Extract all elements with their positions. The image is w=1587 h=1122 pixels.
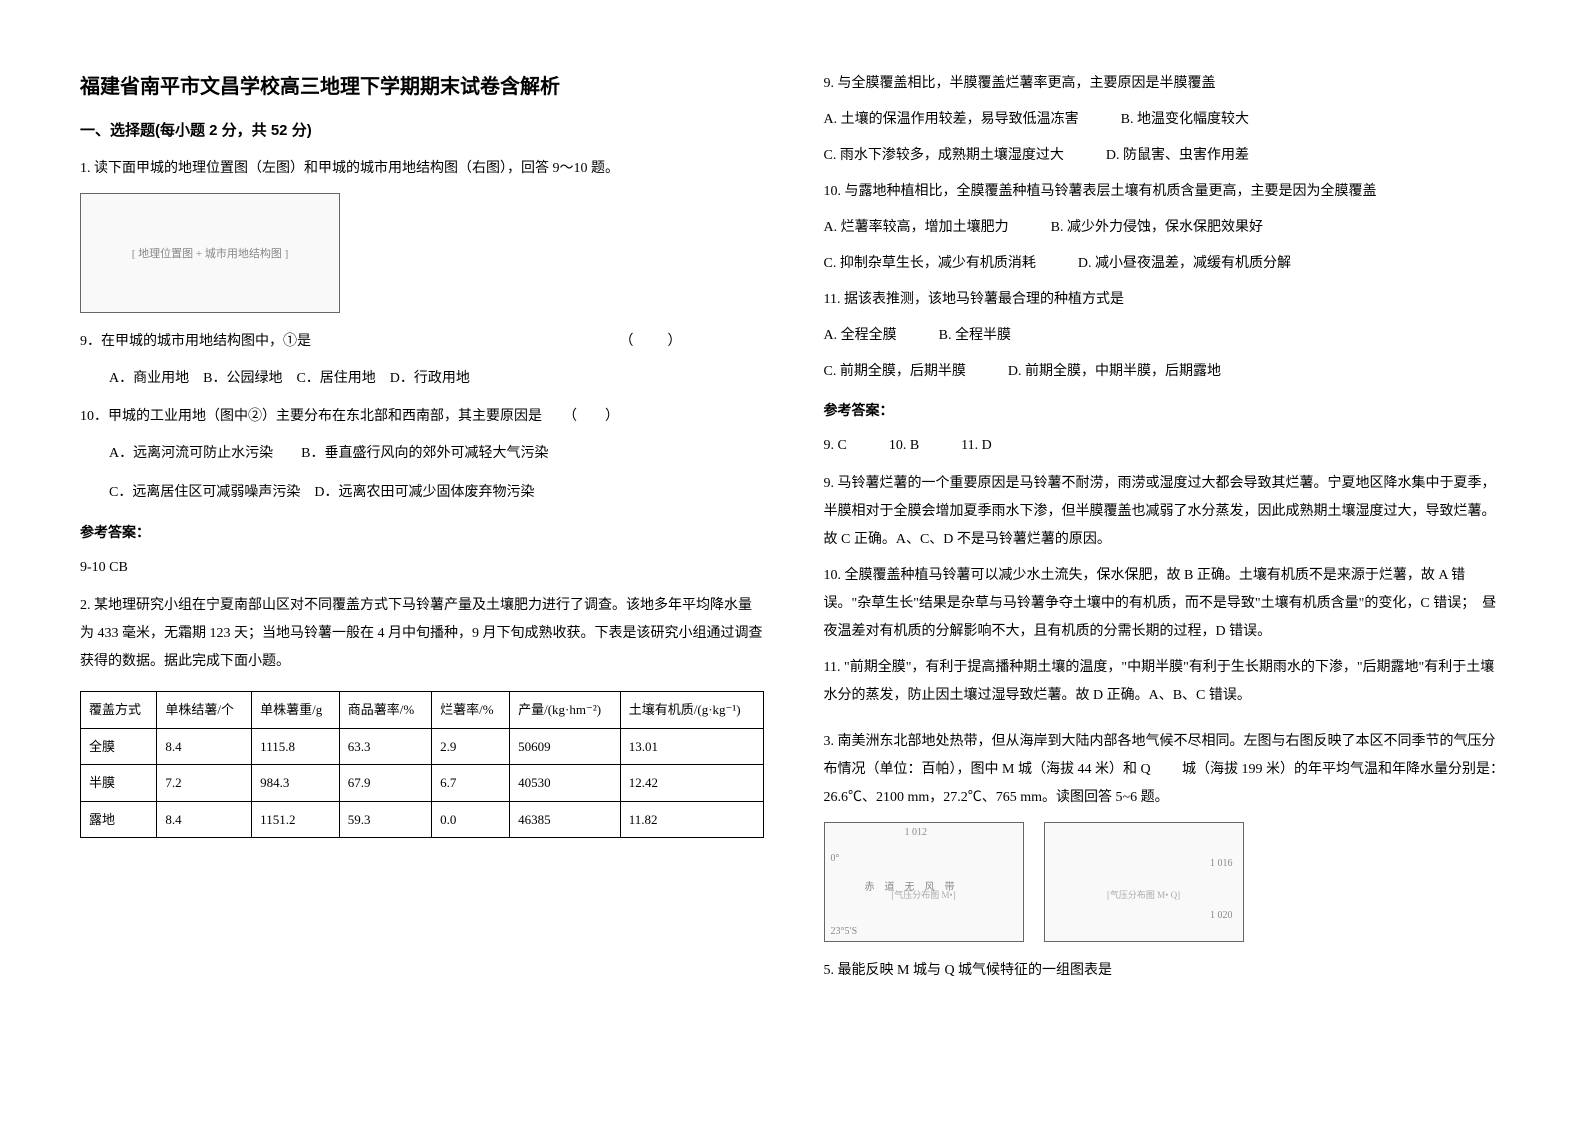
th-4: 烂薯率/% — [432, 692, 510, 728]
q5-text: 5. 最能反映 M 城与 Q 城气候特征的一组图表是 — [824, 957, 1508, 985]
th-0: 覆盖方式 — [81, 692, 157, 728]
r-q9-ab: A. 土壤的保温作用较差，易导致低温冻害 B. 地温变化幅度较大 — [824, 106, 1508, 134]
table-row: 全膜 8.4 1115.8 63.3 2.9 50609 13.01 — [81, 728, 764, 764]
q1-figure: [ 地理位置图 + 城市用地结构图 ] — [80, 193, 340, 313]
cell: 0.0 — [432, 801, 510, 837]
cell: 全膜 — [81, 728, 157, 764]
lat-trop: 23°5′S — [831, 926, 858, 937]
th-5: 产量/(kg·hm⁻²) — [510, 692, 621, 728]
q2-intro: 2. 某地理研究小组在宁夏南部山区对不同覆盖方式下马铃薯产量及土壤肥力进行了调查… — [80, 592, 764, 676]
cell: 2.9 — [432, 728, 510, 764]
cell: 1115.8 — [252, 728, 340, 764]
ref-answer-label-2: 参考答案： — [824, 396, 1508, 424]
fig-right-alt: [气压分布图 M• Q] — [1107, 888, 1180, 901]
fig-left-alt: [气压分布图 M•] — [891, 888, 955, 901]
iso-1020: 1 020 — [1210, 910, 1233, 921]
q9-options: A．商业用地 B．公园绿地 C．居住用地 D．行政用地 — [80, 364, 764, 395]
r-q11-text: 11. 据该表推测，该地马铃薯最合理的种植方式是 — [824, 286, 1508, 314]
cell: 1151.2 — [252, 801, 340, 837]
page-title: 福建省南平市文昌学校高三地理下学期期末试卷含解析 — [80, 70, 764, 99]
answer-910: 9-10 CB — [80, 554, 764, 582]
exp-10: 10. 全膜覆盖种植马铃薯可以减少水土流失，保水保肥，故 B 正确。土壤有机质不… — [824, 562, 1508, 646]
th-2: 单株薯重/g — [252, 692, 340, 728]
cell: 63.3 — [339, 728, 431, 764]
r-q10-ab: A. 烂薯率较高，增加土壤肥力 B. 减少外力侵蚀，保水保肥效果好 — [824, 214, 1508, 242]
exp-11: 11. "前期全膜"，有利于提高播种期土壤的温度，"中期半膜"有利于生长期雨水的… — [824, 654, 1508, 710]
table-header-row: 覆盖方式 单株结薯/个 单株薯重/g 商品薯率/% 烂薯率/% 产量/(kg·h… — [81, 692, 764, 728]
cell: 8.4 — [157, 728, 252, 764]
cell: 984.3 — [252, 765, 340, 801]
q3-intro: 3. 南美洲东北部地处热带，但从海岸到大陆内部各地气候不尽相同。左图与右图反映了… — [824, 728, 1508, 812]
cell: 13.01 — [620, 728, 763, 764]
cell: 6.7 — [432, 765, 510, 801]
table-row: 半膜 7.2 984.3 67.9 6.7 40530 12.42 — [81, 765, 764, 801]
q10-text: 10．甲城的工业用地（图中②）主要分布在东北部和西南部，其主要原因是 （ ） — [80, 403, 764, 431]
cell: 11.82 — [620, 801, 763, 837]
q3-fig-left: 1 012 0° 23°5′S 赤 道 无 风 带 [气压分布图 M•] — [824, 822, 1024, 942]
cell: 露地 — [81, 801, 157, 837]
q3-figures: 1 012 0° 23°5′S 赤 道 无 风 带 [气压分布图 M•] 1 0… — [824, 822, 1508, 942]
r-q9-cd: C. 雨水下渗较多，成熟期土壤湿度过大 D. 防鼠害、虫害作用差 — [824, 142, 1508, 170]
lat-0: 0° — [831, 853, 840, 864]
r-q9-text: 9. 与全膜覆盖相比，半膜覆盖烂薯率更高，主要原因是半膜覆盖 — [824, 70, 1508, 98]
cell: 7.2 — [157, 765, 252, 801]
ref-answer-label-1: 参考答案： — [80, 518, 764, 546]
th-1: 单株结薯/个 — [157, 692, 252, 728]
q9-text: 9．在甲城的城市用地结构图中，①是 （ ） — [80, 328, 764, 356]
q1-intro: 1. 读下面甲城的地理位置图（左图）和甲城的城市用地结构图（右图），回答 9～1… — [80, 155, 764, 183]
r-q10-text: 10. 与露地种植相比，全膜覆盖种植马铃薯表层土壤有机质含量更高，主要是因为全膜… — [824, 178, 1508, 206]
iso-1012: 1 012 — [905, 827, 928, 838]
cell: 59.3 — [339, 801, 431, 837]
q9-stem: 9．在甲城的城市用地结构图中，①是 — [80, 334, 311, 349]
data-table: 覆盖方式 单株结薯/个 单株薯重/g 商品薯率/% 烂薯率/% 产量/(kg·h… — [80, 691, 764, 838]
cell: 40530 — [510, 765, 621, 801]
exp-9: 9. 马铃薯烂薯的一个重要原因是马铃薯不耐涝，雨涝或湿度过大都会导致其烂薯。宁夏… — [824, 470, 1508, 554]
r-q11-ab: A. 全程全膜 B. 全程半膜 — [824, 322, 1508, 350]
cell: 50609 — [510, 728, 621, 764]
th-6: 土壤有机质/(g·kg⁻¹) — [620, 692, 763, 728]
q3-fig-right: 1 016 1 020 [气压分布图 M• Q] — [1044, 822, 1244, 942]
r-q11-cd: C. 前期全膜，后期半膜 D. 前期全膜，中期半膜，后期露地 — [824, 358, 1508, 386]
cell: 12.42 — [620, 765, 763, 801]
q9-paren: （ ） — [620, 328, 684, 356]
r-q10-cd: C. 抑制杂草生长，减少有机质消耗 D. 减小昼夜温差，减缓有机质分解 — [824, 250, 1508, 278]
cell: 8.4 — [157, 801, 252, 837]
answers-9-11: 9. C 10. B 11. D — [824, 432, 1508, 460]
cell: 67.9 — [339, 765, 431, 801]
iso-1016: 1 016 — [1210, 858, 1233, 869]
q10-option-cd: C．远离居住区可减弱噪声污染 D．远离农田可减少固体废弃物污染 — [80, 478, 764, 509]
q10-option-ab: A．远离河流可防止水污染 B．垂直盛行风向的郊外可减轻大气污染 — [80, 439, 764, 470]
section-heading: 一、选择题(每小题 2 分，共 52 分) — [80, 119, 764, 140]
cell: 半膜 — [81, 765, 157, 801]
cell: 46385 — [510, 801, 621, 837]
table-row: 露地 8.4 1151.2 59.3 0.0 46385 11.82 — [81, 801, 764, 837]
th-3: 商品薯率/% — [339, 692, 431, 728]
